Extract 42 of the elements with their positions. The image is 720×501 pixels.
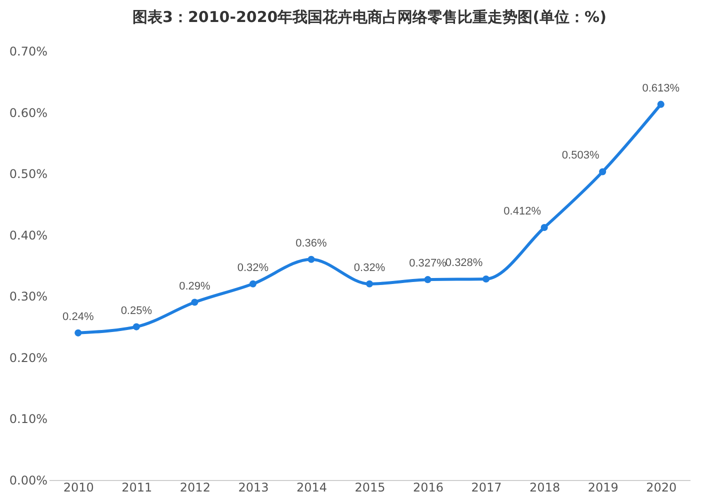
data-label: 0.613%: [642, 82, 680, 94]
data-label: 0.36%: [296, 237, 328, 250]
data-label: 0.24%: [62, 310, 94, 323]
y-tick-label: 0.70%: [9, 44, 48, 58]
data-label: 0.503%: [562, 150, 600, 162]
data-label: 0.29%: [179, 280, 210, 292]
y-tick-label: 0.00%: [9, 474, 48, 488]
x-tick-label: 2015: [354, 480, 386, 494]
y-tick-label: 0.50%: [9, 167, 48, 182]
point: [540, 224, 548, 232]
data-label: 0.328%: [445, 256, 483, 269]
data-label: 0.32%: [237, 262, 269, 274]
point: [308, 256, 315, 263]
x-tick-label: 2020: [646, 480, 677, 494]
point: [599, 168, 606, 176]
point: [424, 276, 432, 284]
point: [191, 298, 198, 306]
y-tick-label: 0.10%: [9, 412, 48, 426]
y-tick-label: 0.60%: [9, 106, 48, 120]
chart-title: 图表3：2010-2020年我国花卉电商占网络零售比重走势图(单位：%): [132, 8, 606, 26]
y-tick-label: 0.40%: [9, 228, 48, 242]
x-tick-label: 2012: [180, 480, 210, 494]
point: [249, 280, 256, 288]
y-tick-label: 0.30%: [9, 290, 48, 304]
x-tick-label: 2019: [588, 480, 618, 494]
data-label: 0.412%: [504, 206, 542, 218]
x-tick-label: 2014: [296, 480, 327, 494]
point: [74, 329, 82, 336]
x-tick-label: 2016: [413, 480, 444, 494]
x-tick-label: 2013: [238, 480, 269, 494]
x-tick-label: 2010: [63, 480, 94, 494]
point: [366, 280, 374, 288]
point: [132, 323, 140, 330]
x-tick-label: 2011: [122, 480, 152, 494]
point: [657, 100, 664, 108]
x-tick-label: 2017: [471, 480, 502, 494]
y-tick-label: 0.20%: [9, 350, 48, 365]
data-label: 0.327%: [409, 258, 447, 270]
data-label: 0.25%: [120, 304, 152, 317]
point: [482, 275, 490, 283]
data-label: 0.32%: [354, 262, 386, 274]
x-tick-label: 2018: [530, 480, 560, 494]
